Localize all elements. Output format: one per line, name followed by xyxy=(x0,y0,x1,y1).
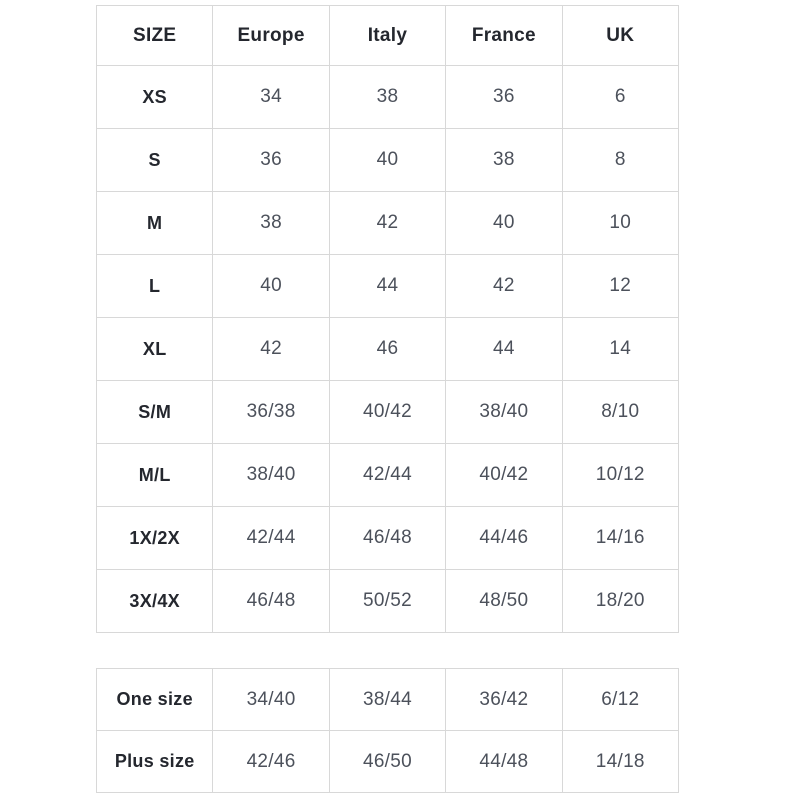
cell-italy: 42 xyxy=(328,191,447,255)
row-label: Plus size xyxy=(95,730,214,793)
row-label: M xyxy=(95,191,214,255)
cell-italy: 42/44 xyxy=(328,443,447,507)
cell-uk: 14/16 xyxy=(561,506,680,570)
table-row-s: S 36 40 38 8 xyxy=(95,128,680,192)
cell-france: 44 xyxy=(445,317,563,381)
cell-italy: 46/48 xyxy=(328,506,447,570)
cell-europe: 34 xyxy=(212,65,330,129)
cell-uk: 14 xyxy=(561,317,680,381)
cell-europe: 36/38 xyxy=(212,380,330,444)
cell-france: 38/40 xyxy=(445,380,563,444)
column-header-europe: Europe xyxy=(212,5,330,66)
special-sizes-table: One size 34/40 38/44 36/42 6/12 Plus siz… xyxy=(95,668,680,793)
cell-europe: 46/48 xyxy=(212,569,330,633)
cell-uk: 10/12 xyxy=(561,443,680,507)
row-label: S/M xyxy=(95,380,214,444)
cell-europe: 40 xyxy=(212,254,330,318)
cell-uk: 18/20 xyxy=(561,569,680,633)
cell-italy: 50/52 xyxy=(328,569,447,633)
cell-france: 42 xyxy=(445,254,563,318)
cell-uk: 8 xyxy=(561,128,680,192)
row-label: 1X/2X xyxy=(95,506,214,570)
cell-uk: 12 xyxy=(561,254,680,318)
cell-italy: 40/42 xyxy=(328,380,447,444)
table-row-xs: XS 34 38 36 6 xyxy=(95,65,680,129)
table-row-one-size: One size 34/40 38/44 36/42 6/12 xyxy=(95,668,680,731)
cell-france: 40 xyxy=(445,191,563,255)
cell-uk: 8/10 xyxy=(561,380,680,444)
table-row-plus-size: Plus size 42/46 46/50 44/48 14/18 xyxy=(95,730,680,793)
row-label: XL xyxy=(95,317,214,381)
table-row-1x-2x: 1X/2X 42/44 46/48 44/46 14/16 xyxy=(95,506,680,570)
cell-europe: 42/46 xyxy=(212,730,330,793)
cell-uk: 14/18 xyxy=(561,730,680,793)
cell-france: 48/50 xyxy=(445,569,563,633)
cell-europe: 36 xyxy=(212,128,330,192)
row-label: One size xyxy=(95,668,214,731)
table-row-3x-4x: 3X/4X 46/48 50/52 48/50 18/20 xyxy=(95,569,680,633)
table-row-m-l: M/L 38/40 42/44 40/42 10/12 xyxy=(95,443,680,507)
cell-italy: 38/44 xyxy=(328,668,447,731)
cell-uk: 10 xyxy=(561,191,680,255)
cell-italy: 44 xyxy=(328,254,447,318)
cell-uk: 6/12 xyxy=(561,668,680,731)
column-header-size: SIZE xyxy=(95,5,214,66)
cell-france: 44/48 xyxy=(445,730,563,793)
table-row-xl: XL 42 46 44 14 xyxy=(95,317,680,381)
cell-europe: 42/44 xyxy=(212,506,330,570)
size-conversion-table: SIZE Europe Italy France UK XS 34 38 36 … xyxy=(95,5,680,633)
cell-uk: 6 xyxy=(561,65,680,129)
row-label: S xyxy=(95,128,214,192)
cell-france: 44/46 xyxy=(445,506,563,570)
cell-europe: 42 xyxy=(212,317,330,381)
row-label: M/L xyxy=(95,443,214,507)
cell-italy: 38 xyxy=(328,65,447,129)
column-header-uk: UK xyxy=(561,5,680,66)
column-header-italy: Italy xyxy=(328,5,447,66)
cell-france: 36 xyxy=(445,65,563,129)
cell-italy: 46 xyxy=(328,317,447,381)
row-label: 3X/4X xyxy=(95,569,214,633)
table-row-s-m: S/M 36/38 40/42 38/40 8/10 xyxy=(95,380,680,444)
table-row-m: M 38 42 40 10 xyxy=(95,191,680,255)
cell-italy: 40 xyxy=(328,128,447,192)
cell-europe: 38/40 xyxy=(212,443,330,507)
row-label: XS xyxy=(95,65,214,129)
table-row-l: L 40 44 42 12 xyxy=(95,254,680,318)
cell-france: 38 xyxy=(445,128,563,192)
column-header-france: France xyxy=(445,5,563,66)
cell-italy: 46/50 xyxy=(328,730,447,793)
cell-europe: 38 xyxy=(212,191,330,255)
cell-europe: 34/40 xyxy=(212,668,330,731)
cell-france: 36/42 xyxy=(445,668,563,731)
header-row: SIZE Europe Italy France UK xyxy=(95,5,680,66)
cell-france: 40/42 xyxy=(445,443,563,507)
row-label: L xyxy=(95,254,214,318)
